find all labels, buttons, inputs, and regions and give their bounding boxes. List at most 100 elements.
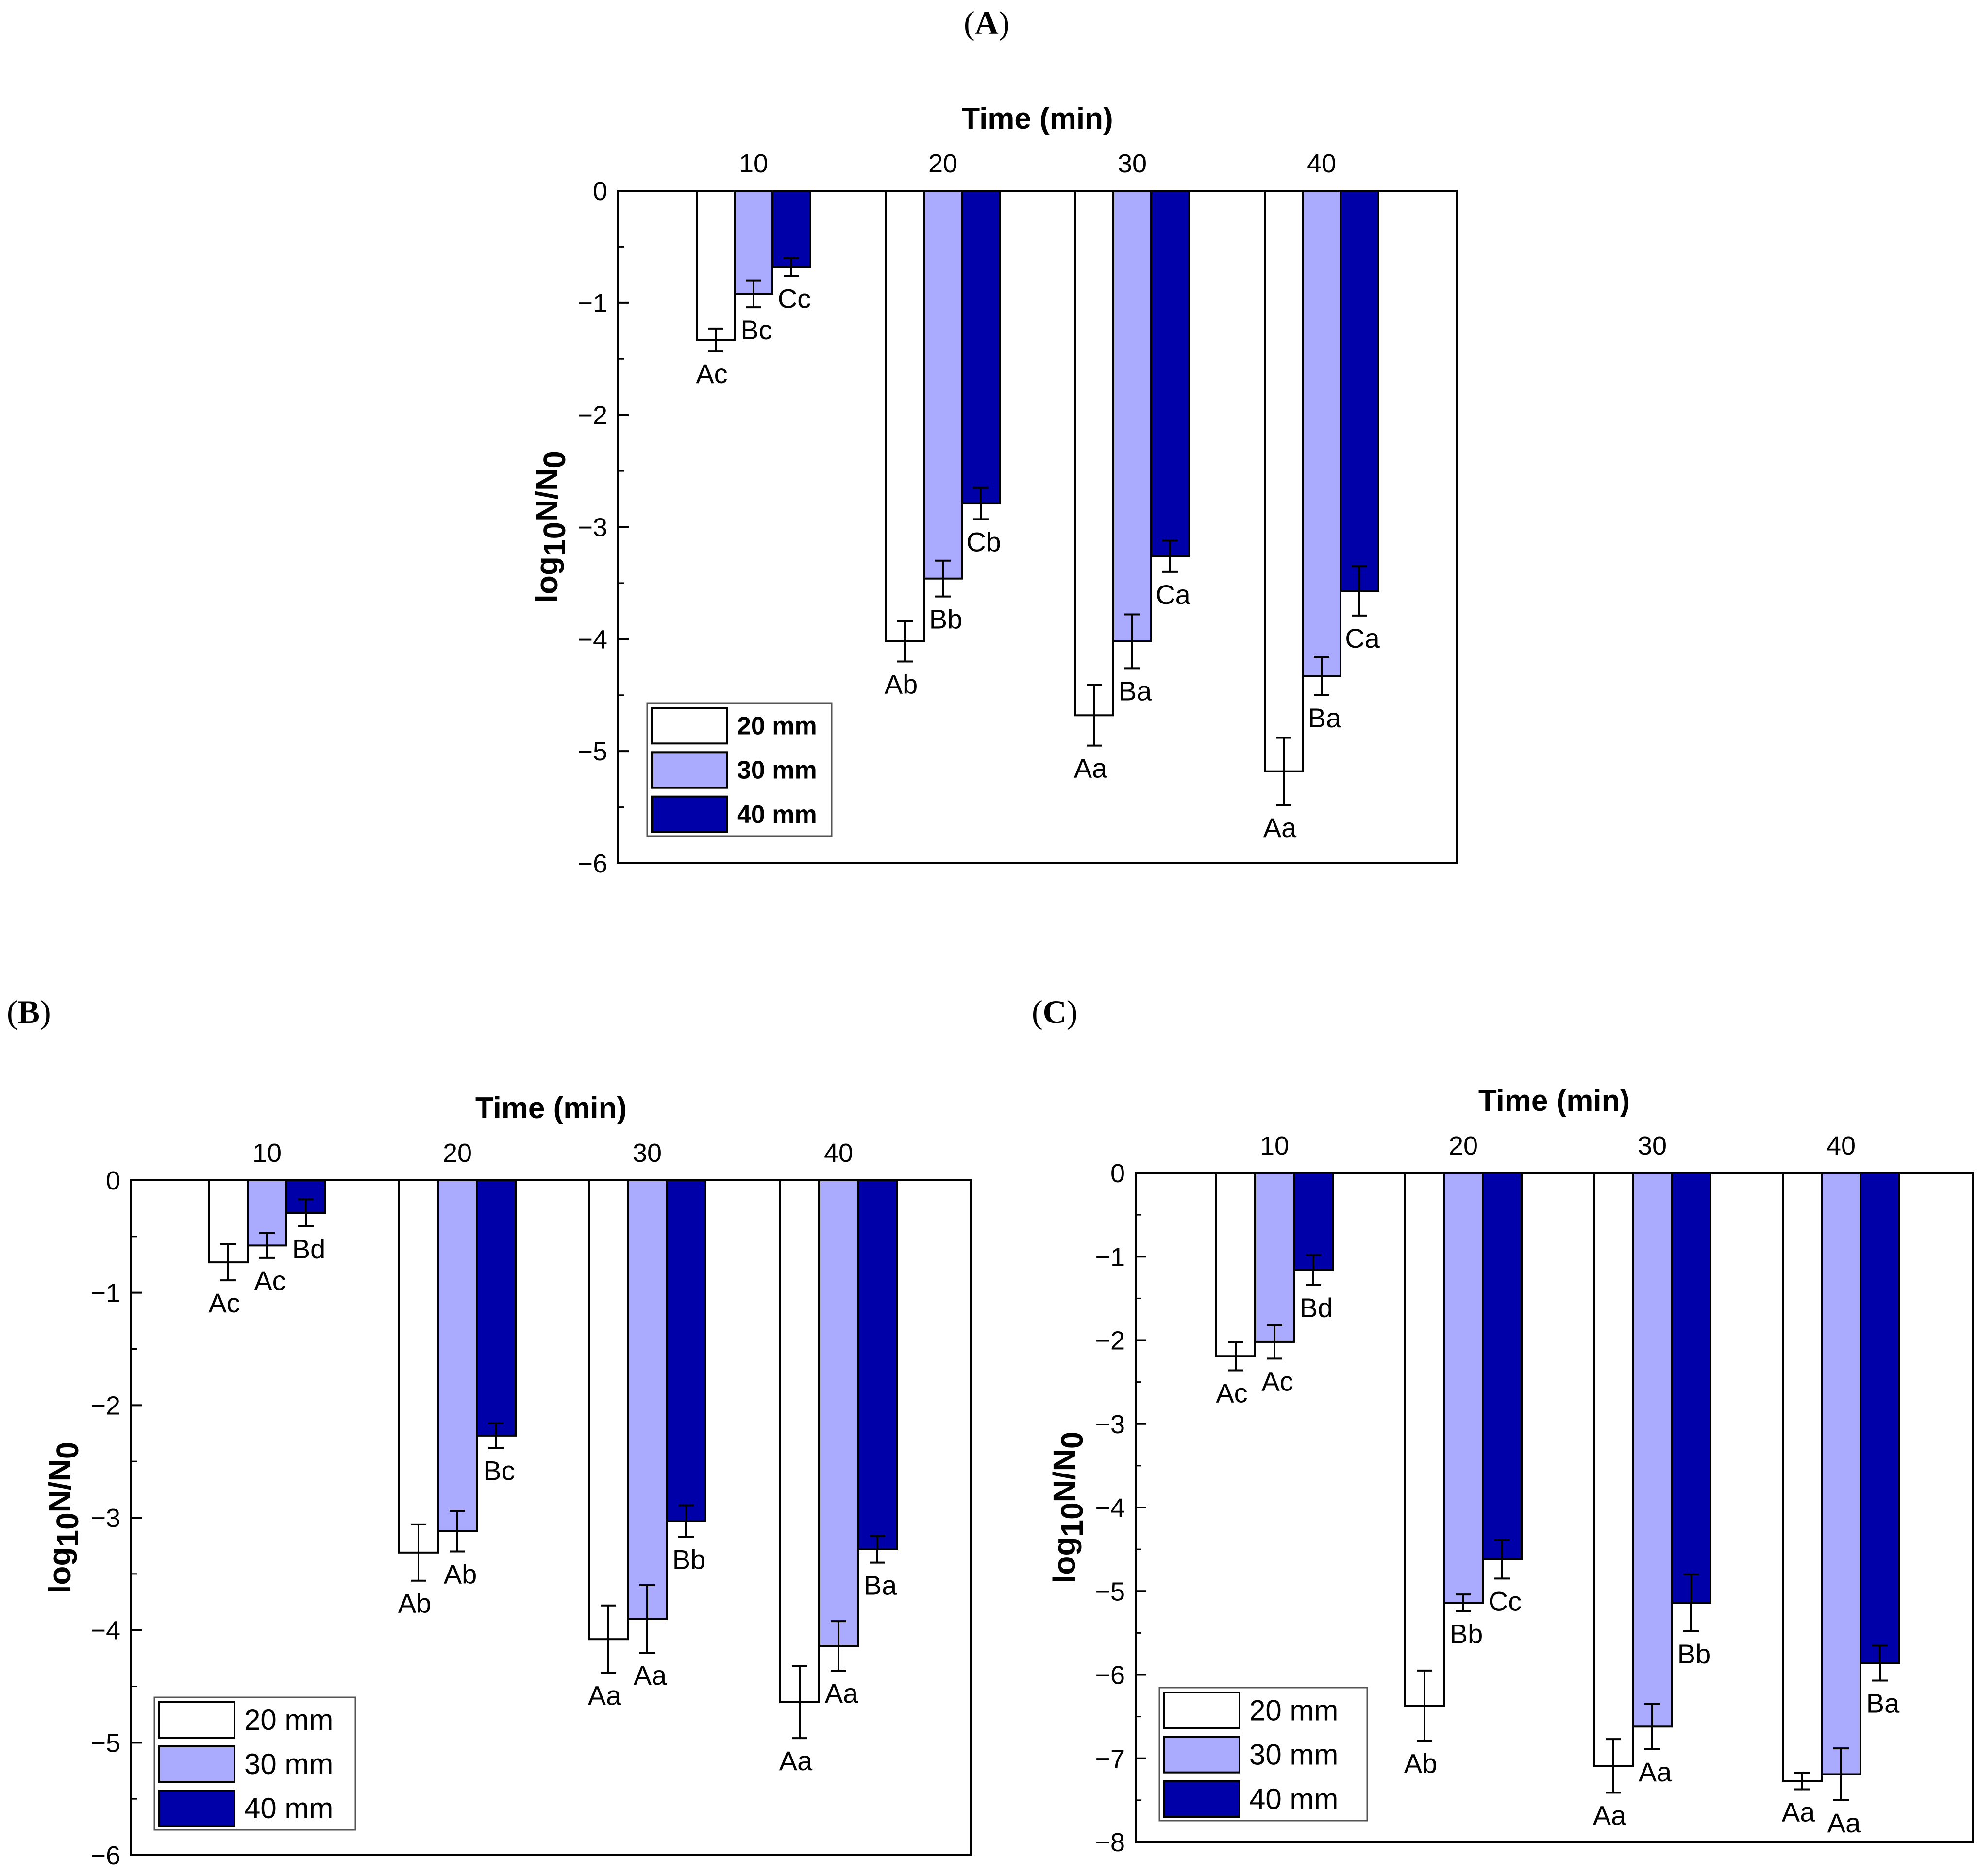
panel-label-c: (C) bbox=[1032, 993, 1077, 1031]
y-tick-label: −1 bbox=[577, 289, 607, 318]
legend-swatch bbox=[158, 1745, 235, 1783]
bar bbox=[1443, 1172, 1484, 1604]
y-tick-label: −4 bbox=[90, 1616, 120, 1645]
panel-label-a: (A) bbox=[964, 4, 1009, 42]
legend-label: 30 mm bbox=[244, 1748, 333, 1780]
bar bbox=[1150, 190, 1190, 557]
bar bbox=[961, 190, 1001, 505]
bar bbox=[1593, 1172, 1634, 1767]
legend-swatch bbox=[1163, 1780, 1240, 1818]
panel-label-c-open: ( bbox=[1032, 993, 1043, 1030]
y-tick-label: −5 bbox=[1095, 1577, 1125, 1606]
legend-swatch bbox=[1163, 1736, 1240, 1774]
y-axis-label-subscript: 0 bbox=[537, 451, 572, 469]
y-tick-label: −8 bbox=[1095, 1828, 1125, 1857]
y-axis-label-subscript: 10 bbox=[537, 522, 572, 556]
bar bbox=[476, 1179, 517, 1437]
category-label: 10 bbox=[252, 1139, 282, 1168]
bar bbox=[666, 1179, 706, 1522]
y-axis-label-part: log bbox=[529, 556, 564, 603]
data-label: Aa bbox=[825, 1678, 858, 1708]
bar bbox=[1340, 190, 1379, 592]
y-axis-label: log10N/N0 bbox=[529, 451, 572, 603]
bar bbox=[627, 1179, 668, 1620]
data-label: Aa bbox=[779, 1745, 813, 1776]
legend: 20 mm 30 mm 40 mm bbox=[1158, 1687, 1368, 1822]
bar bbox=[779, 1179, 820, 1703]
y-tick-label: 0 bbox=[593, 177, 607, 206]
y-tick-label: 0 bbox=[106, 1166, 120, 1195]
y-axis-label-subscript: 10 bbox=[1055, 1502, 1090, 1537]
bar bbox=[1482, 1172, 1523, 1560]
panel-label-a-letter: A bbox=[974, 4, 999, 41]
bar bbox=[1860, 1172, 1900, 1664]
bar bbox=[1671, 1172, 1711, 1604]
panel-label-c-letter: C bbox=[1042, 993, 1067, 1030]
y-tick-label: −3 bbox=[90, 1504, 120, 1533]
legend-swatch bbox=[158, 1701, 235, 1739]
category-label: 40 bbox=[1827, 1131, 1856, 1160]
data-label: Ba bbox=[1119, 675, 1152, 706]
data-label: Cc bbox=[1489, 1586, 1522, 1616]
legend-label: 20 mm bbox=[244, 1704, 333, 1736]
legend-label: 30 mm bbox=[737, 756, 817, 785]
panel-label-c-close: ) bbox=[1066, 993, 1078, 1030]
bar bbox=[1254, 1172, 1295, 1343]
category-label: 20 bbox=[1449, 1131, 1478, 1160]
y-tick-label: −2 bbox=[577, 401, 607, 430]
legend-label: 30 mm bbox=[1249, 1739, 1338, 1771]
bar bbox=[771, 190, 811, 268]
bar bbox=[1112, 190, 1152, 642]
y-tick-label: −1 bbox=[1095, 1242, 1125, 1272]
data-label: Ba bbox=[1308, 703, 1341, 733]
category-label: 40 bbox=[1307, 149, 1336, 178]
data-label: Aa bbox=[1074, 753, 1107, 784]
bar bbox=[1821, 1172, 1861, 1776]
bar bbox=[696, 190, 736, 341]
bar bbox=[1302, 190, 1341, 677]
y-axis-label-subscript: 10 bbox=[50, 1512, 85, 1547]
legend-label: 40 mm bbox=[1249, 1783, 1338, 1815]
data-label: Aa bbox=[1782, 1796, 1815, 1827]
data-label: Ab bbox=[1404, 1748, 1438, 1779]
y-tick-label: −3 bbox=[577, 513, 607, 542]
y-axis-label-part: N/N bbox=[529, 469, 564, 522]
y-axis-label: log10N/N0 bbox=[1047, 1432, 1090, 1584]
y-tick-label: −2 bbox=[90, 1391, 120, 1420]
bar bbox=[885, 190, 925, 642]
y-tick-label: −5 bbox=[90, 1728, 120, 1758]
legend-swatch bbox=[651, 751, 728, 789]
panel-label-b: (B) bbox=[7, 993, 51, 1031]
data-label: Ba bbox=[1866, 1688, 1900, 1719]
bar bbox=[437, 1179, 478, 1532]
data-label: Bd bbox=[292, 1234, 326, 1264]
bar bbox=[1632, 1172, 1673, 1728]
panel-label-b-close: ) bbox=[40, 993, 51, 1030]
data-label: Ac bbox=[1216, 1378, 1247, 1408]
y-tick-label: 0 bbox=[1110, 1159, 1125, 1188]
y-tick-label: −6 bbox=[577, 849, 607, 878]
y-axis-label-part: N/N bbox=[1047, 1449, 1082, 1502]
category-label: 40 bbox=[824, 1139, 853, 1168]
bar bbox=[818, 1179, 859, 1647]
legend-swatch bbox=[158, 1790, 235, 1827]
data-label: Ab bbox=[444, 1559, 477, 1590]
data-label: Bb bbox=[1677, 1639, 1711, 1669]
data-label: Ab bbox=[398, 1588, 432, 1619]
data-label: Ca bbox=[1345, 623, 1380, 653]
category-label: 30 bbox=[633, 1139, 662, 1168]
bar bbox=[588, 1179, 629, 1641]
category-label: 30 bbox=[1118, 149, 1147, 178]
category-label: 20 bbox=[928, 149, 957, 178]
bar bbox=[857, 1179, 898, 1550]
panel-label-a-open: ( bbox=[964, 4, 975, 41]
data-label: Cb bbox=[966, 526, 1001, 557]
bar bbox=[247, 1179, 287, 1247]
data-label: Aa bbox=[1827, 1808, 1861, 1838]
panel-label-b-open: ( bbox=[7, 993, 18, 1030]
data-label: Aa bbox=[1639, 1757, 1672, 1787]
bar bbox=[923, 190, 963, 580]
